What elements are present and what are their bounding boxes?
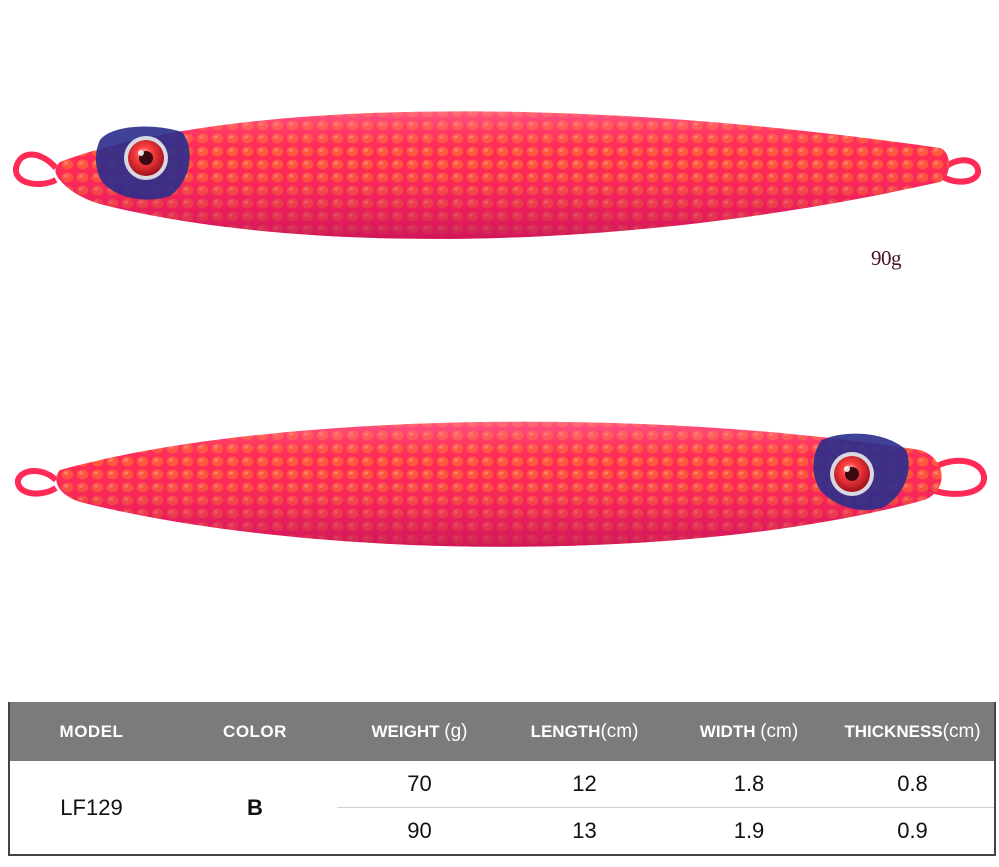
header-model: MODEL — [9, 702, 173, 761]
header-length: LENGTH(cm) — [502, 702, 667, 761]
spec-table: MODEL COLOR WEIGHT (g) LENGTH(cm) WIDTH … — [8, 702, 996, 856]
width-cell: 1.8 — [667, 761, 831, 808]
table-row: 90 13 1.9 0.9 — [9, 808, 995, 856]
header-width: WIDTH (cm) — [667, 702, 831, 761]
table-row: LF129 B 70 12 1.8 0.8 — [9, 761, 995, 820]
header-color: COLOR — [173, 702, 337, 761]
length-cell: 12 — [502, 761, 667, 808]
header-thickness: THICKNESS(cm) — [831, 702, 995, 761]
color-cell: B — [247, 794, 263, 820]
lure-weight-mark: 90g — [871, 246, 902, 270]
thickness-cell: 0.9 — [897, 818, 928, 843]
width-cell: 1.9 — [733, 818, 765, 843]
jig-lure-top: 90g — [0, 80, 999, 280]
jig-lure-bottom — [0, 390, 999, 590]
jig-lure-top-image — [13, 111, 981, 239]
length-cell: 13 — [572, 818, 597, 843]
model-cell: LF129 — [60, 794, 123, 820]
weight-cell: 70 — [337, 761, 502, 808]
thickness-cell: 0.8 — [831, 761, 995, 808]
weight-cell: 90 — [407, 818, 432, 843]
header-weight: WEIGHT (g) — [337, 702, 502, 761]
jig-lure-bottom-image — [15, 421, 987, 547]
spec-header-row: MODEL COLOR WEIGHT (g) LENGTH(cm) WIDTH … — [9, 702, 995, 761]
